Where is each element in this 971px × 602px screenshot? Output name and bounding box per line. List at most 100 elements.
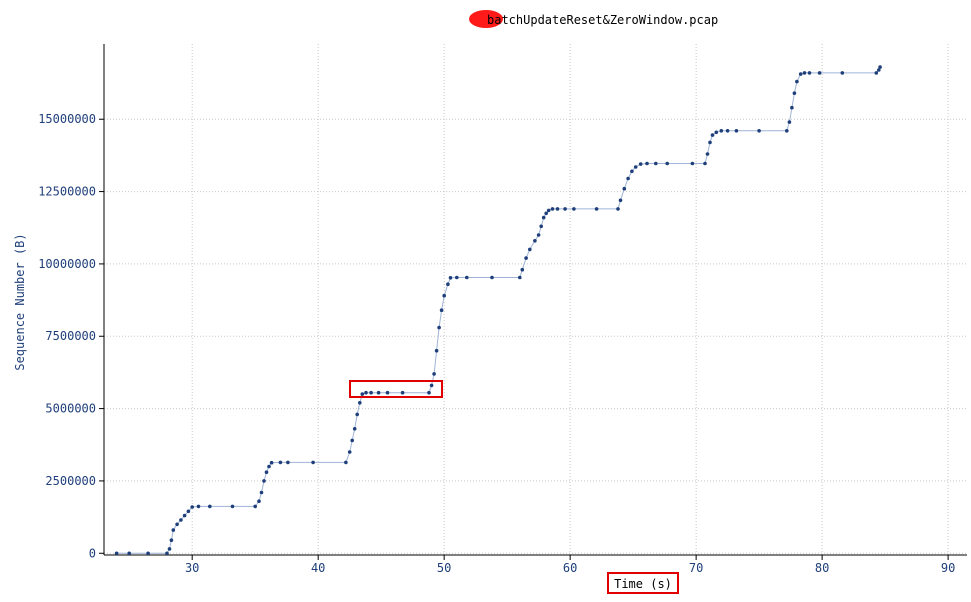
data-point [798, 72, 803, 76]
data-point [626, 176, 630, 181]
data-point [278, 460, 283, 465]
data-point [490, 275, 494, 280]
data-point [432, 372, 436, 376]
data-point [630, 169, 634, 174]
data-point [267, 464, 271, 469]
x-tick-label: 40 [311, 561, 325, 575]
data-point [358, 401, 362, 405]
data-point [208, 504, 212, 509]
x-tick-label: 30 [185, 561, 199, 575]
data-point [344, 460, 348, 465]
data-point [253, 504, 257, 509]
data-point [439, 308, 444, 313]
data-point [787, 120, 792, 124]
data-point [616, 207, 620, 211]
grid-lines [104, 44, 967, 555]
data-point [528, 247, 532, 252]
data-point [262, 479, 266, 483]
data-point [429, 383, 434, 388]
x-axis-label-highlight-box [607, 572, 679, 594]
data-point [533, 239, 537, 243]
data-point [446, 282, 450, 287]
data-point [878, 65, 882, 69]
data-point [385, 390, 390, 395]
x-tick-label: 60 [563, 561, 577, 575]
data-point [536, 233, 541, 237]
data-point [127, 551, 131, 556]
data-point [645, 161, 649, 166]
data-point [171, 528, 176, 532]
chart-title: batchUpdateReset&ZeroWindow.pcap [487, 13, 718, 27]
data-point [594, 207, 599, 211]
data-point [269, 460, 274, 465]
data-point [186, 509, 191, 514]
data-point [465, 275, 469, 280]
y-tick-label: 10000000 [38, 257, 96, 271]
data-point [347, 450, 352, 454]
data-point [167, 547, 172, 551]
data-point [708, 140, 712, 145]
data-point [114, 551, 119, 556]
data-point [169, 538, 174, 542]
data-point [286, 460, 290, 465]
data-point [448, 276, 453, 280]
data-point [710, 133, 715, 137]
data-point [350, 438, 355, 443]
data-point [544, 211, 548, 216]
data-point [264, 470, 269, 475]
data-point [546, 208, 551, 213]
x-axis-label: Time (s) [614, 577, 672, 591]
chart-title-group: batchUpdateReset&ZeroWindow.pcap [469, 10, 718, 28]
data-point [437, 325, 441, 330]
data-point [563, 207, 567, 211]
data-point [369, 390, 373, 395]
data-point [807, 71, 812, 75]
data-point [400, 390, 405, 395]
data-point [427, 390, 431, 395]
data-point [257, 499, 261, 504]
data-point [638, 162, 643, 166]
y-tick-label: 12500000 [38, 185, 96, 199]
data-point [817, 71, 822, 75]
data-point [175, 522, 179, 527]
data-point [259, 490, 264, 495]
y-tick-label: 5000000 [45, 402, 96, 416]
y-tick-label: 7500000 [45, 329, 96, 343]
x-tick-label: 50 [437, 561, 451, 575]
y-tick-label: 15000000 [38, 112, 96, 126]
series-sequence-numbers [114, 65, 882, 556]
data-point [790, 105, 794, 110]
data-point [654, 161, 658, 166]
data-point [455, 275, 459, 280]
y-tick-label: 0 [89, 546, 96, 560]
data-point [877, 68, 881, 72]
data-point [840, 71, 845, 75]
data-point [792, 91, 797, 95]
data-point [719, 129, 724, 133]
data-point [196, 504, 201, 509]
data-point [524, 256, 528, 260]
data-point [230, 504, 235, 509]
data-point [785, 129, 789, 133]
data-point [539, 224, 543, 229]
axes: 0 2500000 5000000 7500000 10000000 12500000 15… [38, 44, 967, 575]
data-point [360, 392, 365, 396]
data-point [434, 348, 439, 353]
x-tick-label: 90 [941, 561, 955, 575]
data-point [376, 390, 381, 395]
data-point [311, 460, 315, 465]
y-axis-label: Sequence Number (B) [13, 233, 27, 370]
x-axis-label-group: Time (s) [607, 572, 679, 594]
data-point [633, 165, 638, 169]
data-point [618, 198, 623, 203]
plateau-highlight-box [349, 380, 443, 398]
data-point [572, 207, 576, 211]
data-point [146, 551, 150, 556]
data-point [795, 79, 799, 84]
redaction-mark [469, 10, 503, 28]
x-tick-label: 80 [815, 561, 829, 575]
data-point [734, 129, 739, 133]
data-point [555, 207, 560, 211]
